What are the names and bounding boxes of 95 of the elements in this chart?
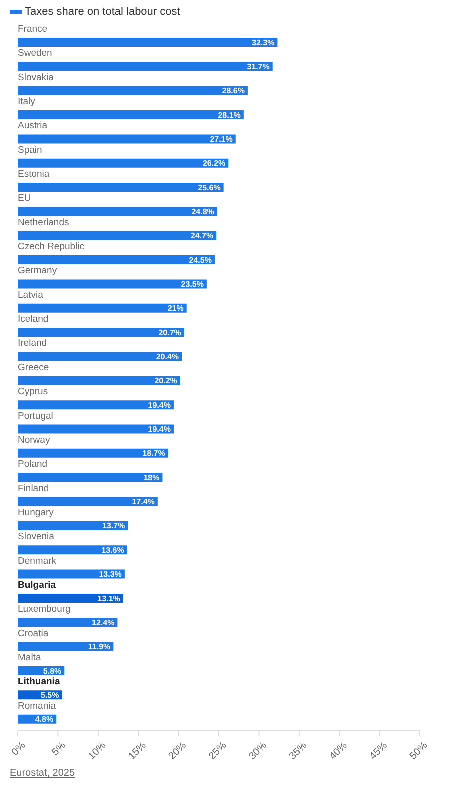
data-label: 24.5% [189, 256, 212, 265]
bar [18, 328, 184, 338]
bar [18, 110, 244, 120]
x-tick-label: 10% [86, 740, 109, 762]
y-tick-label: Slovenia [18, 532, 56, 543]
data-label: 19.4% [148, 400, 171, 410]
data-label: 26.2% [202, 159, 226, 168]
data-label: 32.3% [252, 38, 275, 48]
y-tick-label: Portugal [18, 410, 54, 422]
data-label: 31.7% [247, 62, 270, 72]
y-tick-label: Hungary [18, 507, 54, 518]
y-tick-label: Greece [18, 362, 50, 374]
x-tick-label: 35% [288, 740, 310, 762]
data-label: 25.6% [198, 183, 221, 192]
data-label: 19.4% [148, 425, 171, 434]
bar [18, 400, 174, 410]
bar [18, 376, 180, 386]
data-label: 13.7% [102, 522, 126, 531]
data-label: 20.4% [156, 352, 180, 362]
data-label: 21% [168, 304, 184, 314]
data-label: 24.7% [190, 232, 214, 241]
y-tick-label: Croatia [18, 628, 50, 640]
data-label: 17.4% [132, 498, 155, 507]
y-tick-label: Luxembourg [18, 604, 71, 616]
bar [18, 352, 182, 362]
y-tick-label: Estonia [18, 169, 50, 180]
bar [18, 183, 224, 192]
data-label: 5.8% [43, 666, 62, 676]
bar [18, 424, 174, 434]
bar [18, 38, 278, 47]
y-tick-label: Latvia [18, 290, 44, 301]
text: Eurostat, 2025 [10, 768, 76, 780]
y-tick-label: Romania [18, 700, 57, 712]
y-tick-label: Malta [18, 652, 42, 664]
data-label: 20.7% [158, 328, 182, 338]
bar [18, 642, 114, 652]
y-tick-label: Lithuania [18, 676, 61, 688]
y-tick-label: Slovakia [18, 72, 55, 84]
data-label: 4.8% [35, 715, 54, 724]
y-tick-label: Spain [18, 144, 42, 156]
data-label: 5.5% [40, 690, 60, 700]
data-label: 24.8% [192, 208, 214, 217]
bar [18, 618, 118, 628]
bar [18, 280, 207, 289]
data-label: 23.5% [181, 280, 204, 290]
y-tick-label: Netherlands [18, 217, 70, 228]
bar [18, 448, 168, 458]
data-label: 13.1% [98, 594, 120, 604]
bar [18, 158, 229, 168]
x-tick-label: 0% [10, 740, 28, 758]
bar [18, 497, 158, 506]
bar [18, 304, 187, 313]
y-tick-label: Ireland [18, 338, 48, 350]
y-tick-label: Poland [18, 459, 48, 470]
x-tick-label: 40% [328, 740, 350, 762]
data-label: 18.7% [142, 449, 166, 458]
y-tick-label: Germany [18, 266, 58, 277]
data-label: 13.6% [102, 546, 124, 555]
y-tick-label: Norway [18, 434, 50, 446]
y-tick-label: Bulgaria [18, 580, 57, 591]
y-tick-label: Czech Republic [18, 242, 85, 253]
legend-label: Taxes share on total labour cost [25, 5, 180, 19]
y-tick-label: Finland [18, 483, 50, 494]
y-tick-label: Italy [18, 96, 36, 108]
bar [18, 134, 236, 144]
bar [18, 546, 128, 555]
data-label: 20.2% [154, 376, 178, 386]
y-tick-label: Iceland [18, 314, 49, 326]
x-tick-label: 15% [126, 740, 149, 762]
bar [18, 256, 215, 265]
x-tick-label: 5% [50, 740, 68, 758]
y-tick-label: EU [18, 193, 32, 204]
bar [18, 207, 218, 216]
data-label: 28.1% [218, 110, 241, 120]
data-label: 27.1% [210, 134, 233, 144]
bar [18, 521, 128, 530]
bar [18, 570, 125, 579]
x-tick-label: 45% [368, 740, 390, 762]
data-label: 18% [144, 473, 160, 482]
bar [18, 62, 273, 72]
bar [18, 473, 163, 482]
y-tick-label: Sweden [18, 48, 52, 60]
bar [18, 231, 217, 240]
y-tick-label: Denmark [18, 556, 57, 567]
x-tick-label: 50% [408, 740, 430, 762]
x-tick-label: 30% [247, 740, 270, 762]
data-label: 12.4% [92, 618, 115, 628]
y-tick-label: France [18, 24, 48, 35]
data-label: 13.3% [99, 570, 122, 580]
y-tick-label: Cyprus [18, 386, 48, 398]
y-tick-label: Austria [18, 120, 48, 132]
data-label: 11.9% [88, 642, 111, 652]
data-label: 28.6% [222, 86, 245, 96]
bar [18, 594, 124, 603]
bar [18, 86, 248, 96]
